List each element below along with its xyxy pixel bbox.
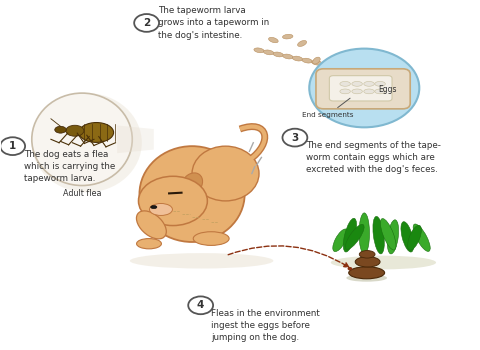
Text: Fleas in the environment
ingest the eggs before
jumping on the dog.: Fleas in the environment ingest the eggs… xyxy=(211,309,320,342)
Ellipse shape xyxy=(264,50,274,55)
FancyBboxPatch shape xyxy=(316,69,410,109)
Ellipse shape xyxy=(137,239,161,249)
Ellipse shape xyxy=(364,89,374,94)
Ellipse shape xyxy=(368,96,378,101)
Ellipse shape xyxy=(340,89,350,94)
Ellipse shape xyxy=(292,56,302,61)
Ellipse shape xyxy=(375,89,385,94)
Ellipse shape xyxy=(298,41,307,47)
Ellipse shape xyxy=(254,48,264,53)
Circle shape xyxy=(134,14,159,32)
Ellipse shape xyxy=(375,82,385,86)
Text: 1: 1 xyxy=(9,141,16,151)
FancyBboxPatch shape xyxy=(329,76,392,101)
Ellipse shape xyxy=(136,211,167,239)
Ellipse shape xyxy=(345,224,364,249)
Polygon shape xyxy=(117,125,154,153)
Ellipse shape xyxy=(79,122,114,142)
Ellipse shape xyxy=(352,89,362,94)
Ellipse shape xyxy=(333,229,348,252)
Ellipse shape xyxy=(340,82,350,86)
Text: The end segments of the tape-
worm contain eggs which are
excreted with the dog': The end segments of the tape- worm conta… xyxy=(306,141,441,174)
Ellipse shape xyxy=(149,203,172,216)
Ellipse shape xyxy=(363,76,370,83)
Ellipse shape xyxy=(364,82,374,86)
Circle shape xyxy=(188,296,213,314)
Ellipse shape xyxy=(349,267,384,279)
Ellipse shape xyxy=(401,222,414,252)
Ellipse shape xyxy=(341,53,350,58)
Ellipse shape xyxy=(335,56,344,62)
Circle shape xyxy=(0,137,25,155)
Text: 2: 2 xyxy=(143,18,150,28)
Text: The dog eats a flea
which is carrying the
tapeworm larva.: The dog eats a flea which is carrying th… xyxy=(24,149,115,183)
Ellipse shape xyxy=(381,218,396,250)
Ellipse shape xyxy=(55,126,66,133)
Ellipse shape xyxy=(352,82,362,86)
Ellipse shape xyxy=(359,251,375,258)
Ellipse shape xyxy=(139,146,245,242)
Ellipse shape xyxy=(367,84,374,92)
Ellipse shape xyxy=(362,93,372,98)
Ellipse shape xyxy=(330,60,338,66)
Text: Eggs: Eggs xyxy=(379,85,397,94)
Ellipse shape xyxy=(408,225,421,250)
Ellipse shape xyxy=(361,72,368,79)
Circle shape xyxy=(138,176,207,225)
Ellipse shape xyxy=(181,173,203,195)
Ellipse shape xyxy=(283,54,293,59)
Ellipse shape xyxy=(360,49,366,56)
Ellipse shape xyxy=(321,62,332,67)
Ellipse shape xyxy=(193,232,229,245)
Ellipse shape xyxy=(192,146,259,201)
Ellipse shape xyxy=(413,224,430,251)
Text: 3: 3 xyxy=(291,133,299,142)
Ellipse shape xyxy=(343,218,357,252)
Ellipse shape xyxy=(151,205,157,209)
Ellipse shape xyxy=(66,125,84,136)
Text: 4: 4 xyxy=(197,300,204,310)
Ellipse shape xyxy=(373,216,384,254)
Ellipse shape xyxy=(302,58,312,63)
Ellipse shape xyxy=(346,51,356,56)
Ellipse shape xyxy=(312,60,322,65)
Ellipse shape xyxy=(32,93,142,192)
Ellipse shape xyxy=(359,213,370,254)
Ellipse shape xyxy=(32,93,132,186)
Ellipse shape xyxy=(365,80,372,88)
Text: Adult flea: Adult flea xyxy=(63,189,101,198)
Ellipse shape xyxy=(130,253,274,268)
Ellipse shape xyxy=(273,52,283,57)
Ellipse shape xyxy=(331,256,436,270)
Ellipse shape xyxy=(312,57,320,64)
Ellipse shape xyxy=(371,92,378,100)
Text: The tapeworm larva
grows into a tapeworm in
the dog's intestine.: The tapeworm larva grows into a tapeworm… xyxy=(157,6,269,40)
Ellipse shape xyxy=(355,257,380,267)
Ellipse shape xyxy=(365,94,375,100)
Ellipse shape xyxy=(347,274,387,282)
Ellipse shape xyxy=(387,220,398,254)
Ellipse shape xyxy=(371,97,381,103)
Ellipse shape xyxy=(269,37,278,43)
Ellipse shape xyxy=(352,50,362,54)
Text: End segments: End segments xyxy=(302,98,354,118)
Ellipse shape xyxy=(369,89,376,96)
Circle shape xyxy=(348,267,352,271)
Circle shape xyxy=(282,129,307,147)
Circle shape xyxy=(309,49,420,127)
Ellipse shape xyxy=(283,34,293,39)
